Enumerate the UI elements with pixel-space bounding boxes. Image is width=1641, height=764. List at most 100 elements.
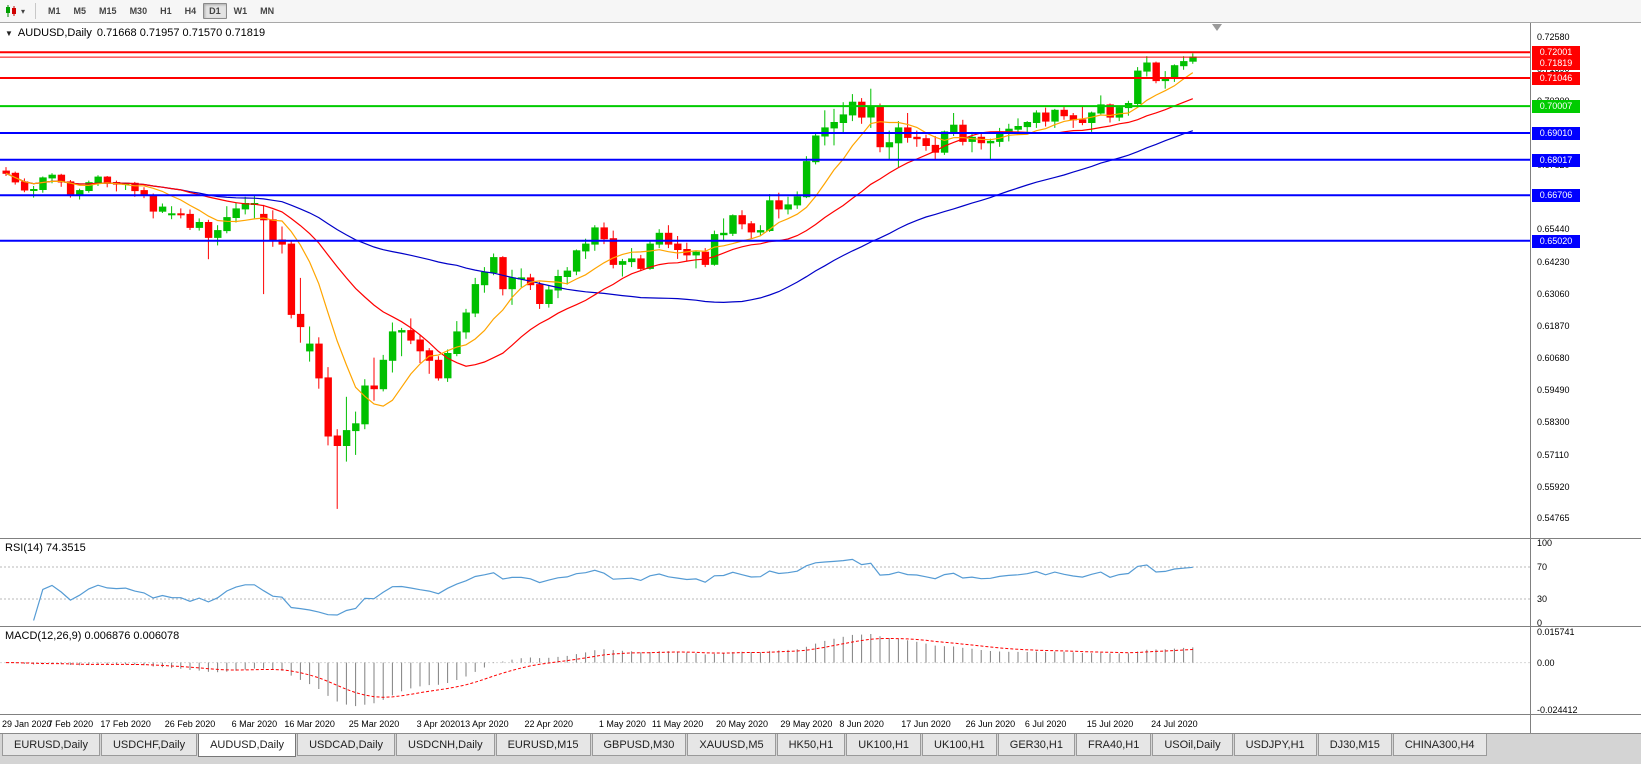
price-tick-label: 0.65440 [1537, 224, 1570, 235]
chart-tab[interactable]: XAUUSD,M5 [687, 734, 776, 756]
candles-group [2, 53, 1197, 509]
date-tick-label: 20 May 2020 [715, 719, 769, 729]
date-tick-label: 25 Mar 2020 [348, 719, 400, 729]
chart-shift-marker[interactable] [1212, 24, 1222, 31]
price-tick-label: 0.63060 [1537, 288, 1570, 299]
ma-line-8 [5, 72, 1194, 407]
macd-axis[interactable]: 0.015741 0.00 -0.024412 [1530, 627, 1641, 714]
chart-tab[interactable]: GBPUSD,M30 [591, 734, 687, 756]
rsi-tick-label: 100 [1537, 539, 1553, 548]
price-level-badge: 0.68017 [1532, 153, 1580, 167]
date-tick-label: 6 Jul 2020 [1024, 719, 1067, 729]
date-tick-label: 8 Jun 2020 [839, 719, 884, 729]
chart-tab[interactable]: USOil,Daily [1152, 734, 1233, 756]
price-level-badge: 0.66706 [1532, 189, 1580, 203]
chart-tab[interactable]: UK100,H1 [922, 734, 997, 756]
date-tick-label: 11 May 2020 [651, 719, 704, 729]
price-level-badge: 0.69010 [1532, 127, 1580, 140]
price-level-badge: 0.72001 [1532, 46, 1580, 60]
macd-panel: MACD(12,26,9) 0.006876 0.006078 0.015741… [0, 627, 1641, 715]
price-tick-label: 0.72580 [1537, 31, 1570, 42]
chart-tab[interactable]: GER30,H1 [997, 734, 1075, 756]
price-level-badge: 0.71046 [1532, 71, 1580, 85]
main-chart-canvas[interactable] [0, 23, 1530, 537]
timeframe-button-h1[interactable]: H1 [160, 6, 172, 16]
chart-type-dropdown-caret[interactable]: ▾ [21, 6, 26, 16]
chart-tab[interactable]: EURUSD,M15 [495, 734, 591, 756]
ma-line-20 [5, 98, 1194, 367]
price-tick-label: 0.59490 [1537, 385, 1570, 396]
toolbar-separator [35, 3, 37, 19]
date-tick-label: 29 May 2020 [780, 719, 833, 729]
chart-tab[interactable]: UK100,H1 [846, 734, 922, 756]
price-tick-label: 0.55920 [1537, 481, 1570, 492]
rsi-panel: RSI(14) 74.3515 100 70 30 0 [0, 539, 1641, 627]
date-tick-label: 22 Apr 2020 [524, 719, 574, 729]
candlestick-chart-icon[interactable] [4, 4, 19, 18]
main-chart-panel: ▼ AUDUSD,Daily 0.71668 0.71957 0.71570 0… [0, 23, 1641, 539]
price-level-badge: 0.65020 [1532, 234, 1580, 248]
macd-tick-label: 0.015741 [1537, 627, 1575, 637]
chart-title-ohlc: 0.71668 0.71957 0.71570 0.71819 [96, 27, 266, 39]
rsi-chart-canvas[interactable] [0, 539, 1530, 625]
macd-indicator-label: MACD(12,26,9) 0.006876 0.006078 [5, 630, 180, 642]
date-tick-label: 7 Feb 2020 [47, 719, 94, 729]
chart-tab[interactable]: HK50,H1 [776, 734, 846, 756]
rsi-axis[interactable]: 100 70 30 0 [1530, 539, 1641, 626]
date-tick-label: 13 Apr 2020 [460, 719, 509, 729]
time-axis[interactable]: 29 Jan 2020 7 Feb 2020 17 Feb 2020 26 Feb 2… [0, 715, 1641, 733]
candlestick-chart-icon-glyph [6, 5, 16, 17]
macd-signal-line [5, 637, 1193, 698]
timeframe-button-d1[interactable]: D1 [203, 3, 227, 19]
timeframe-button-m30[interactable]: M30 [129, 6, 148, 16]
top-toolbar: ▾ M1 M5 M15 M30 H1 H4 D1 W1 MN [0, 0, 1641, 23]
level-lines-group [0, 51, 1530, 242]
price-tick-label: 0.61870 [1537, 320, 1570, 331]
price-tick-label: 0.54765 [1537, 513, 1570, 523]
chart-tab[interactable]: EURUSD,Daily [2, 734, 100, 756]
chart-tab-bar: EURUSD,Daily USDCHF,Daily AUDUSD,Daily USDC… [0, 733, 1641, 764]
price-tick-label: 0.57110 [1537, 449, 1569, 460]
date-tick-label: 6 Mar 2020 [231, 719, 278, 729]
macd-tick-label: 0.00 [1537, 657, 1555, 668]
price-level-badge: 0.71819 [1532, 57, 1580, 71]
price-axis[interactable]: 0.725800.713900.702000.690100.678200.666… [1530, 23, 1641, 538]
chart-tab[interactable]: USDCNH,Daily [396, 734, 495, 756]
rsi-indicator-label: RSI(14) 74.3515 [5, 542, 86, 554]
timeframe-button-group: M1 M5 M15 M30 H1 H4 D1 W1 MN [42, 3, 280, 19]
timeframe-button-h4[interactable]: H4 [184, 6, 197, 16]
chart-title-symbol: AUDUSD,Daily [17, 27, 92, 39]
macd-chart-canvas[interactable] [0, 627, 1530, 713]
symbol-dropdown-caret[interactable]: ▼ [5, 28, 13, 38]
price-level-badge: 0.70007 [1532, 100, 1580, 114]
price-tick-label: 0.60680 [1537, 353, 1570, 364]
macd-histogram [5, 634, 1194, 707]
timeframe-button-m1[interactable]: M1 [48, 6, 61, 16]
date-tick-label: 17 Feb 2020 [100, 719, 151, 729]
date-tick-label: 24 Jul 2020 [1151, 719, 1198, 729]
rsi-tick-label: 70 [1537, 562, 1548, 572]
date-tick-label: 29 Jan 2020 [2, 719, 52, 729]
date-tick-label: 26 Jun 2020 [965, 719, 1016, 729]
date-tick-label: 3 Apr 2020 [416, 719, 461, 729]
chart-tab[interactable]: CHINA300,H4 [1392, 734, 1487, 756]
timeframe-button-m5[interactable]: M5 [73, 6, 87, 16]
timeframe-button-mn[interactable]: MN [260, 6, 275, 16]
timeframe-button-w1[interactable]: W1 [233, 6, 248, 16]
ma-line-50 [5, 130, 1193, 304]
chart-tab[interactable]: AUDUSD,Daily [198, 734, 297, 757]
timeframe-button-m15[interactable]: M15 [99, 6, 117, 16]
date-tick-label: 15 Jul 2020 [1086, 719, 1134, 729]
macd-tick-label: -0.024412 [1537, 705, 1578, 715]
rsi-line [33, 558, 1193, 621]
chart-tab[interactable]: USDCAD,Daily [297, 734, 396, 756]
chart-tab[interactable]: USDCHF,Daily [100, 734, 198, 756]
rsi-tick-label: 0 [1537, 618, 1543, 627]
price-tick-label: 0.58300 [1537, 417, 1570, 428]
chart-tab-list: EURUSD,Daily USDCHF,Daily AUDUSD,Daily USDC… [2, 734, 1488, 757]
chart-tab[interactable]: DJ30,M15 [1317, 734, 1392, 756]
axis-corner [1530, 715, 1641, 733]
moving-averages-group [5, 72, 1194, 407]
chart-tab[interactable]: FRA40,H1 [1075, 734, 1152, 756]
chart-tab[interactable]: USDJPY,H1 [1233, 734, 1317, 756]
